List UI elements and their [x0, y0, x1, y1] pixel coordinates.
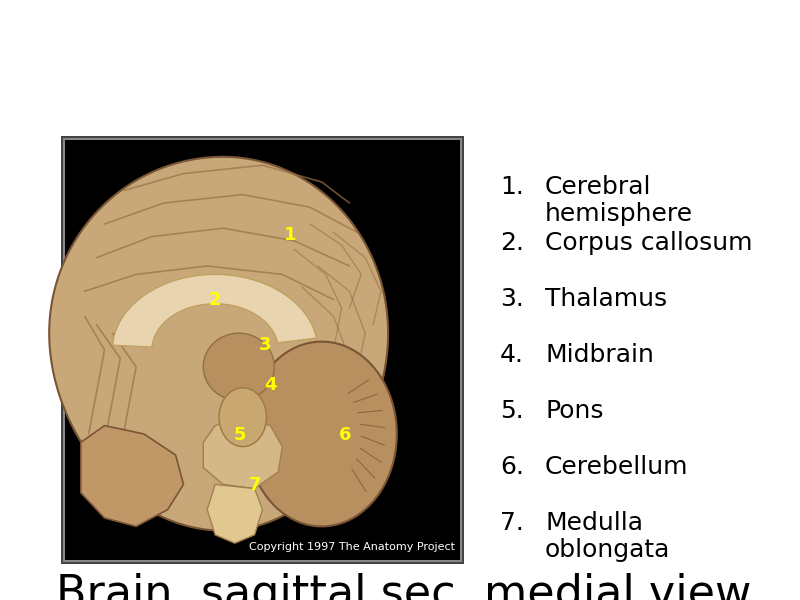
Polygon shape [207, 484, 262, 543]
Text: 2.: 2. [500, 231, 524, 255]
Text: 3.: 3. [500, 287, 524, 311]
Text: Pons: Pons [545, 399, 603, 423]
Text: 1.: 1. [500, 175, 524, 199]
Bar [65, 140, 460, 560]
Text: 4: 4 [264, 376, 276, 394]
Text: 7.: 7. [500, 511, 524, 535]
Bar [63, 138, 462, 562]
Bar [61, 136, 464, 564]
Text: Midbrain: Midbrain [545, 343, 654, 367]
Polygon shape [113, 274, 317, 347]
Text: Copyright 1997 The Anatomy Project: Copyright 1997 The Anatomy Project [249, 542, 455, 552]
Polygon shape [203, 333, 274, 400]
Text: Cerebral
hemisphere: Cerebral hemisphere [545, 175, 693, 226]
Text: Medulla
oblongata: Medulla oblongata [545, 511, 670, 562]
Polygon shape [50, 157, 388, 530]
Text: Thalamus: Thalamus [545, 287, 667, 311]
Polygon shape [81, 425, 183, 526]
Polygon shape [203, 417, 282, 488]
Text: Corpus callosum: Corpus callosum [545, 231, 753, 255]
Text: Brain, sagittal sec, medial view: Brain, sagittal sec, medial view [56, 573, 751, 600]
Text: 2: 2 [209, 291, 222, 309]
Polygon shape [246, 341, 397, 526]
Text: 7: 7 [249, 476, 262, 494]
Text: 5.: 5. [500, 399, 524, 423]
Text: Cerebellum: Cerebellum [545, 455, 689, 479]
Text: 6.: 6. [500, 455, 524, 479]
Text: 3: 3 [258, 336, 271, 354]
Text: 1: 1 [284, 226, 296, 244]
Polygon shape [219, 388, 266, 446]
Text: 5: 5 [234, 426, 246, 444]
Text: 4.: 4. [500, 343, 524, 367]
Text: 6: 6 [338, 426, 351, 444]
